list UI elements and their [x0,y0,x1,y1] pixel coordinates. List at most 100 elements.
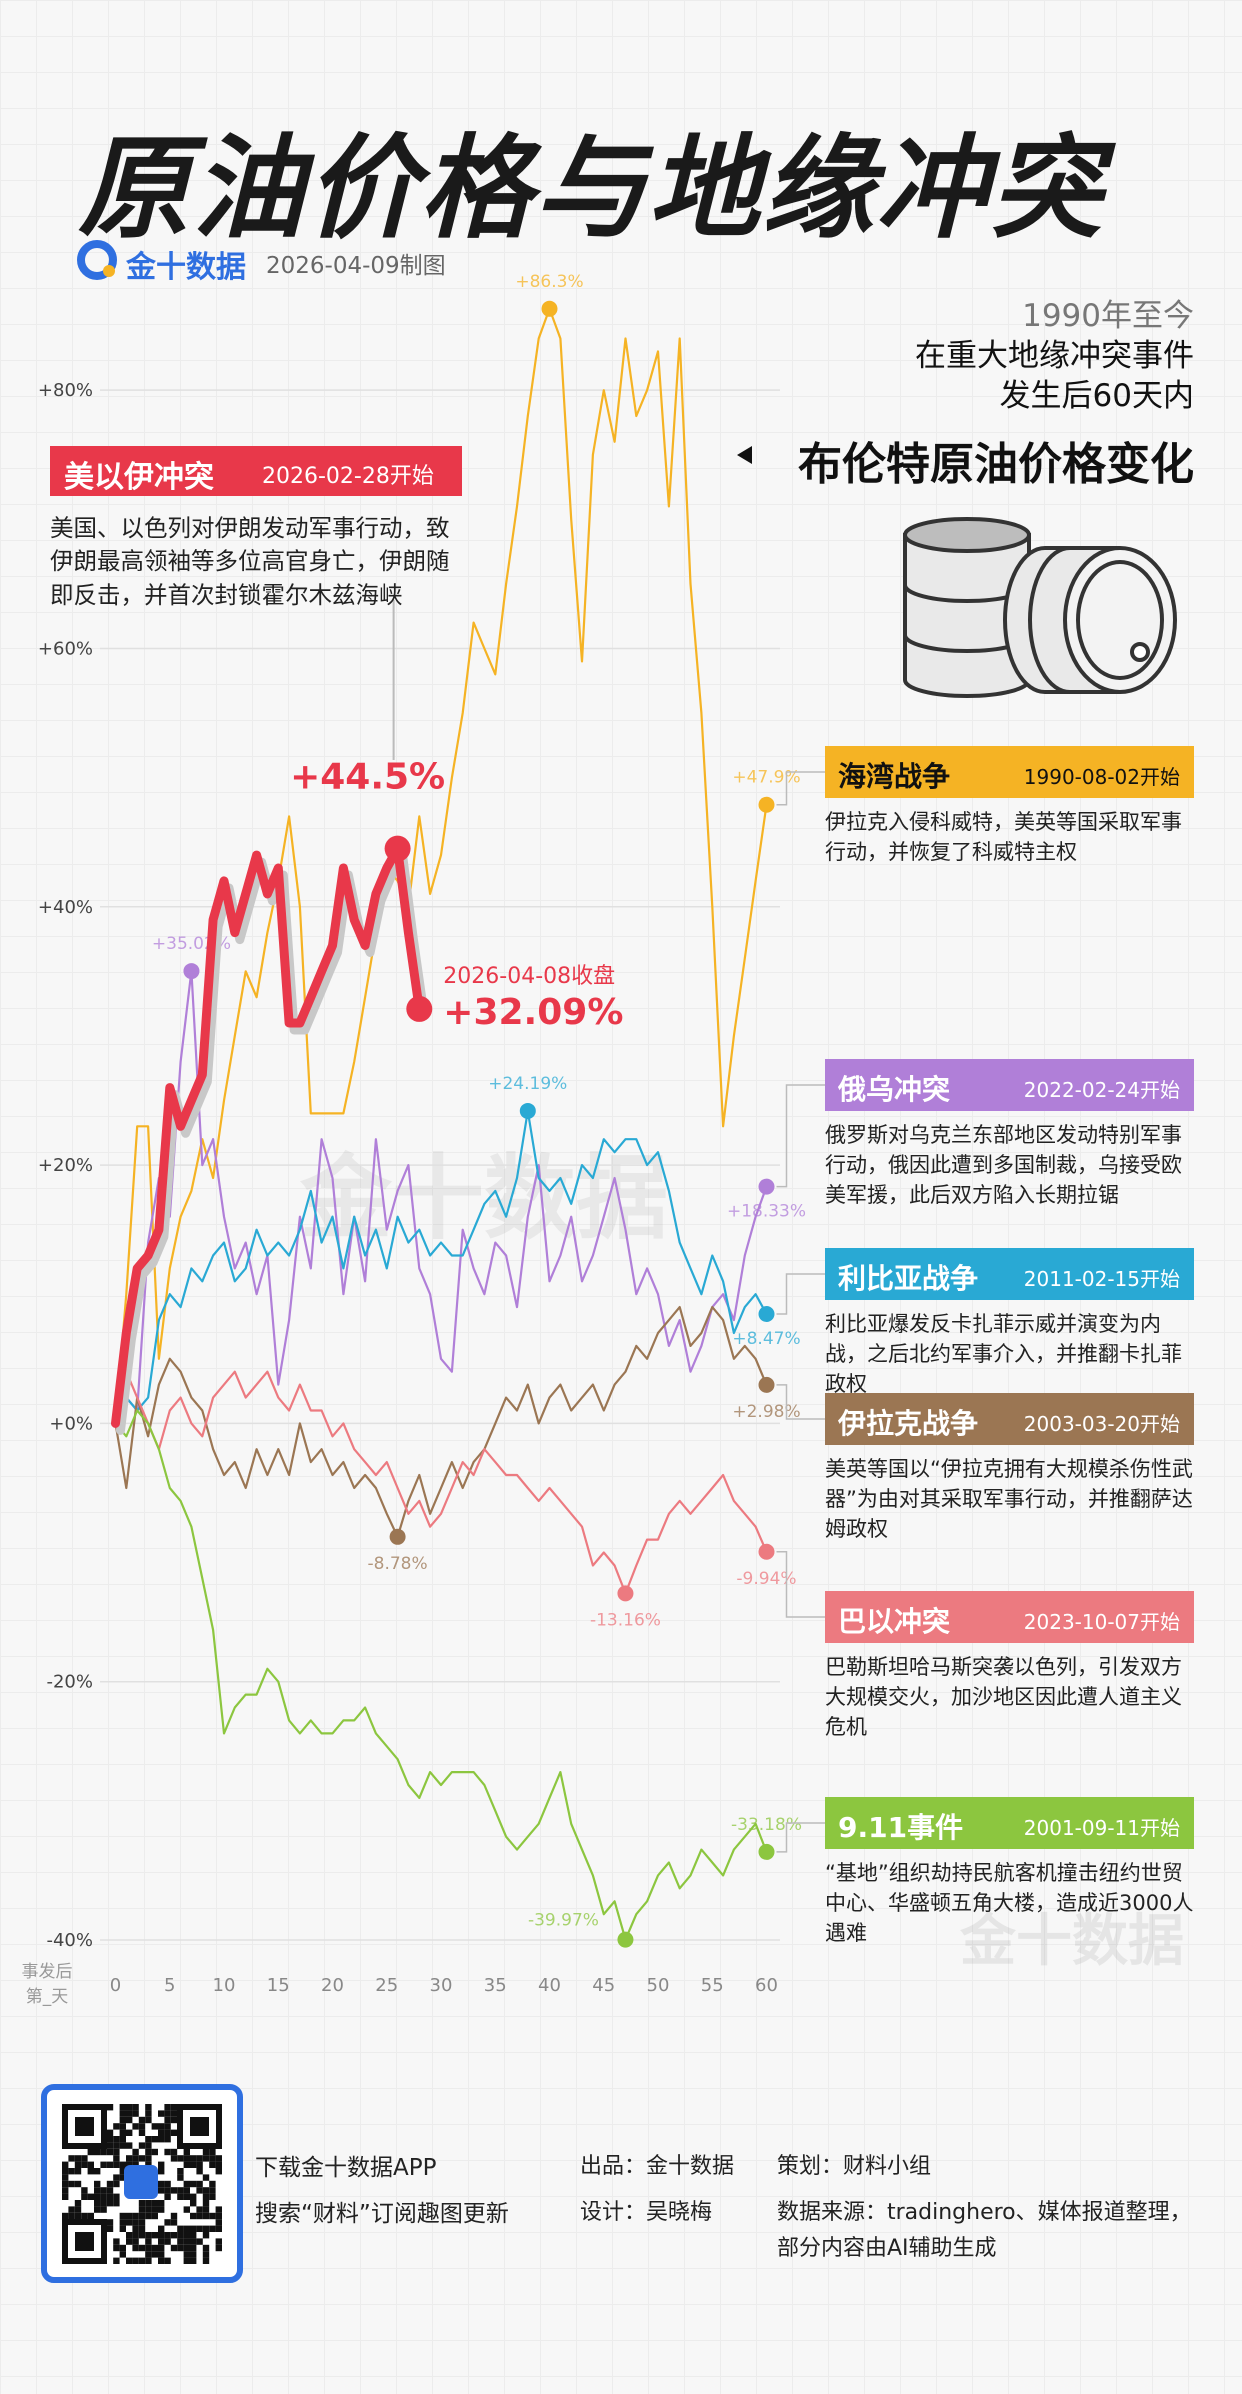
footer-text: 出品：金十数据 [580,2154,735,2179]
qr-module [132,2225,139,2232]
qr-module [119,2161,126,2168]
qr-module [113,2142,120,2149]
qr-module [202,2257,210,2264]
x-tick-label: 15 [267,1975,290,1996]
qr-finder [62,2104,107,2149]
qr-module [87,2168,94,2175]
qr-module [113,2123,120,2130]
event-box [825,746,1194,798]
qr-module [94,2206,101,2213]
qr-module [158,2244,165,2252]
qr-module [170,2232,178,2239]
qr-module [183,2232,190,2239]
qr-module [87,2193,94,2200]
qr-module [158,2225,165,2232]
event-name: 利比亚战争 [838,1262,979,1295]
qr-module [94,2148,101,2156]
qr-module [132,2110,139,2117]
point [384,835,411,862]
qr-module [151,2136,158,2143]
qr-module [132,2155,139,2162]
value-label: +86.3% [515,272,583,292]
x-tick-label: 60 [755,1975,778,1996]
qr-module [74,2206,82,2213]
logo-icon [77,240,117,280]
x-tick-label: 30 [430,1975,453,1996]
qr-module [62,2168,69,2175]
qr-module [215,2219,222,2226]
qr-module [196,2206,203,2213]
qr-module [202,2232,210,2239]
qr-module [87,2212,94,2220]
qr-module [202,2212,210,2220]
qr-module [126,2257,133,2264]
qr-module [209,2148,216,2156]
qr-module [94,2200,101,2207]
qr-module [170,2187,178,2194]
qr-module [81,2212,88,2220]
x-tick-label: 45 [592,1975,615,1996]
qr-module [164,2219,171,2226]
event-box [825,1797,1194,1849]
qr-module [138,2206,146,2213]
x-tick-label: 5 [164,1975,175,1996]
qr-module [170,2219,178,2226]
qr-module [164,2116,171,2124]
qr-module [94,2193,101,2200]
qr-module [100,2206,107,2213]
qr-module [138,2257,146,2264]
qr-module [81,2161,88,2168]
qr-module [106,2104,114,2111]
qr-module [158,2200,165,2207]
qr-module [190,2238,197,2245]
y-tick-label: -20% [46,1672,93,1693]
qr-module [183,2148,190,2156]
qr-module [106,2142,114,2149]
qr-module [151,2148,158,2156]
qr-module [126,2116,133,2124]
qr-module [196,2161,203,2168]
qr-module [158,2123,165,2130]
qr-module [132,2104,139,2111]
x-axis-label: 第_天 [26,1987,69,2007]
qr-module [196,2187,203,2194]
y-tick-label: +0% [49,1413,93,1434]
qr-module [145,2257,152,2264]
point [519,1102,536,1119]
qr-module [177,2232,184,2239]
intro-line: 在重大地缘冲突事件 [915,338,1194,374]
series-line [111,844,424,1428]
qr-module [113,2200,120,2207]
qr-module [62,2161,69,2168]
value-label: +8.47% [732,1329,800,1349]
qr-module [164,2123,171,2130]
point [758,1305,775,1322]
qr-module [126,2110,133,2117]
qr-module [62,2174,69,2181]
qr-module [119,2219,126,2226]
qr-module [62,2212,69,2220]
qr-module [132,2219,139,2226]
qr-module [196,2238,203,2245]
qr-finder [75,2232,94,2251]
qr-module [164,2110,171,2117]
qr-module [119,2123,126,2130]
qr-module [113,2257,120,2264]
qr-module [100,2187,107,2194]
qr-module [145,2116,152,2124]
qr-module [202,2193,210,2200]
qr-finder [177,2104,222,2149]
qr-module [113,2161,120,2168]
qr-module [183,2251,190,2258]
value-label: +32.09% [443,992,623,1033]
event-name: 9.11事件 [838,1811,964,1844]
qr-module [106,2180,114,2188]
qr-module [215,2155,222,2162]
qr-module [138,2123,146,2130]
y-tick-label: +80% [38,380,93,401]
qr-module [126,2212,133,2220]
footer-text: 部分内容由AI辅助生成 [777,2236,997,2261]
qr-module [145,2200,152,2207]
qr-module [74,2180,82,2188]
